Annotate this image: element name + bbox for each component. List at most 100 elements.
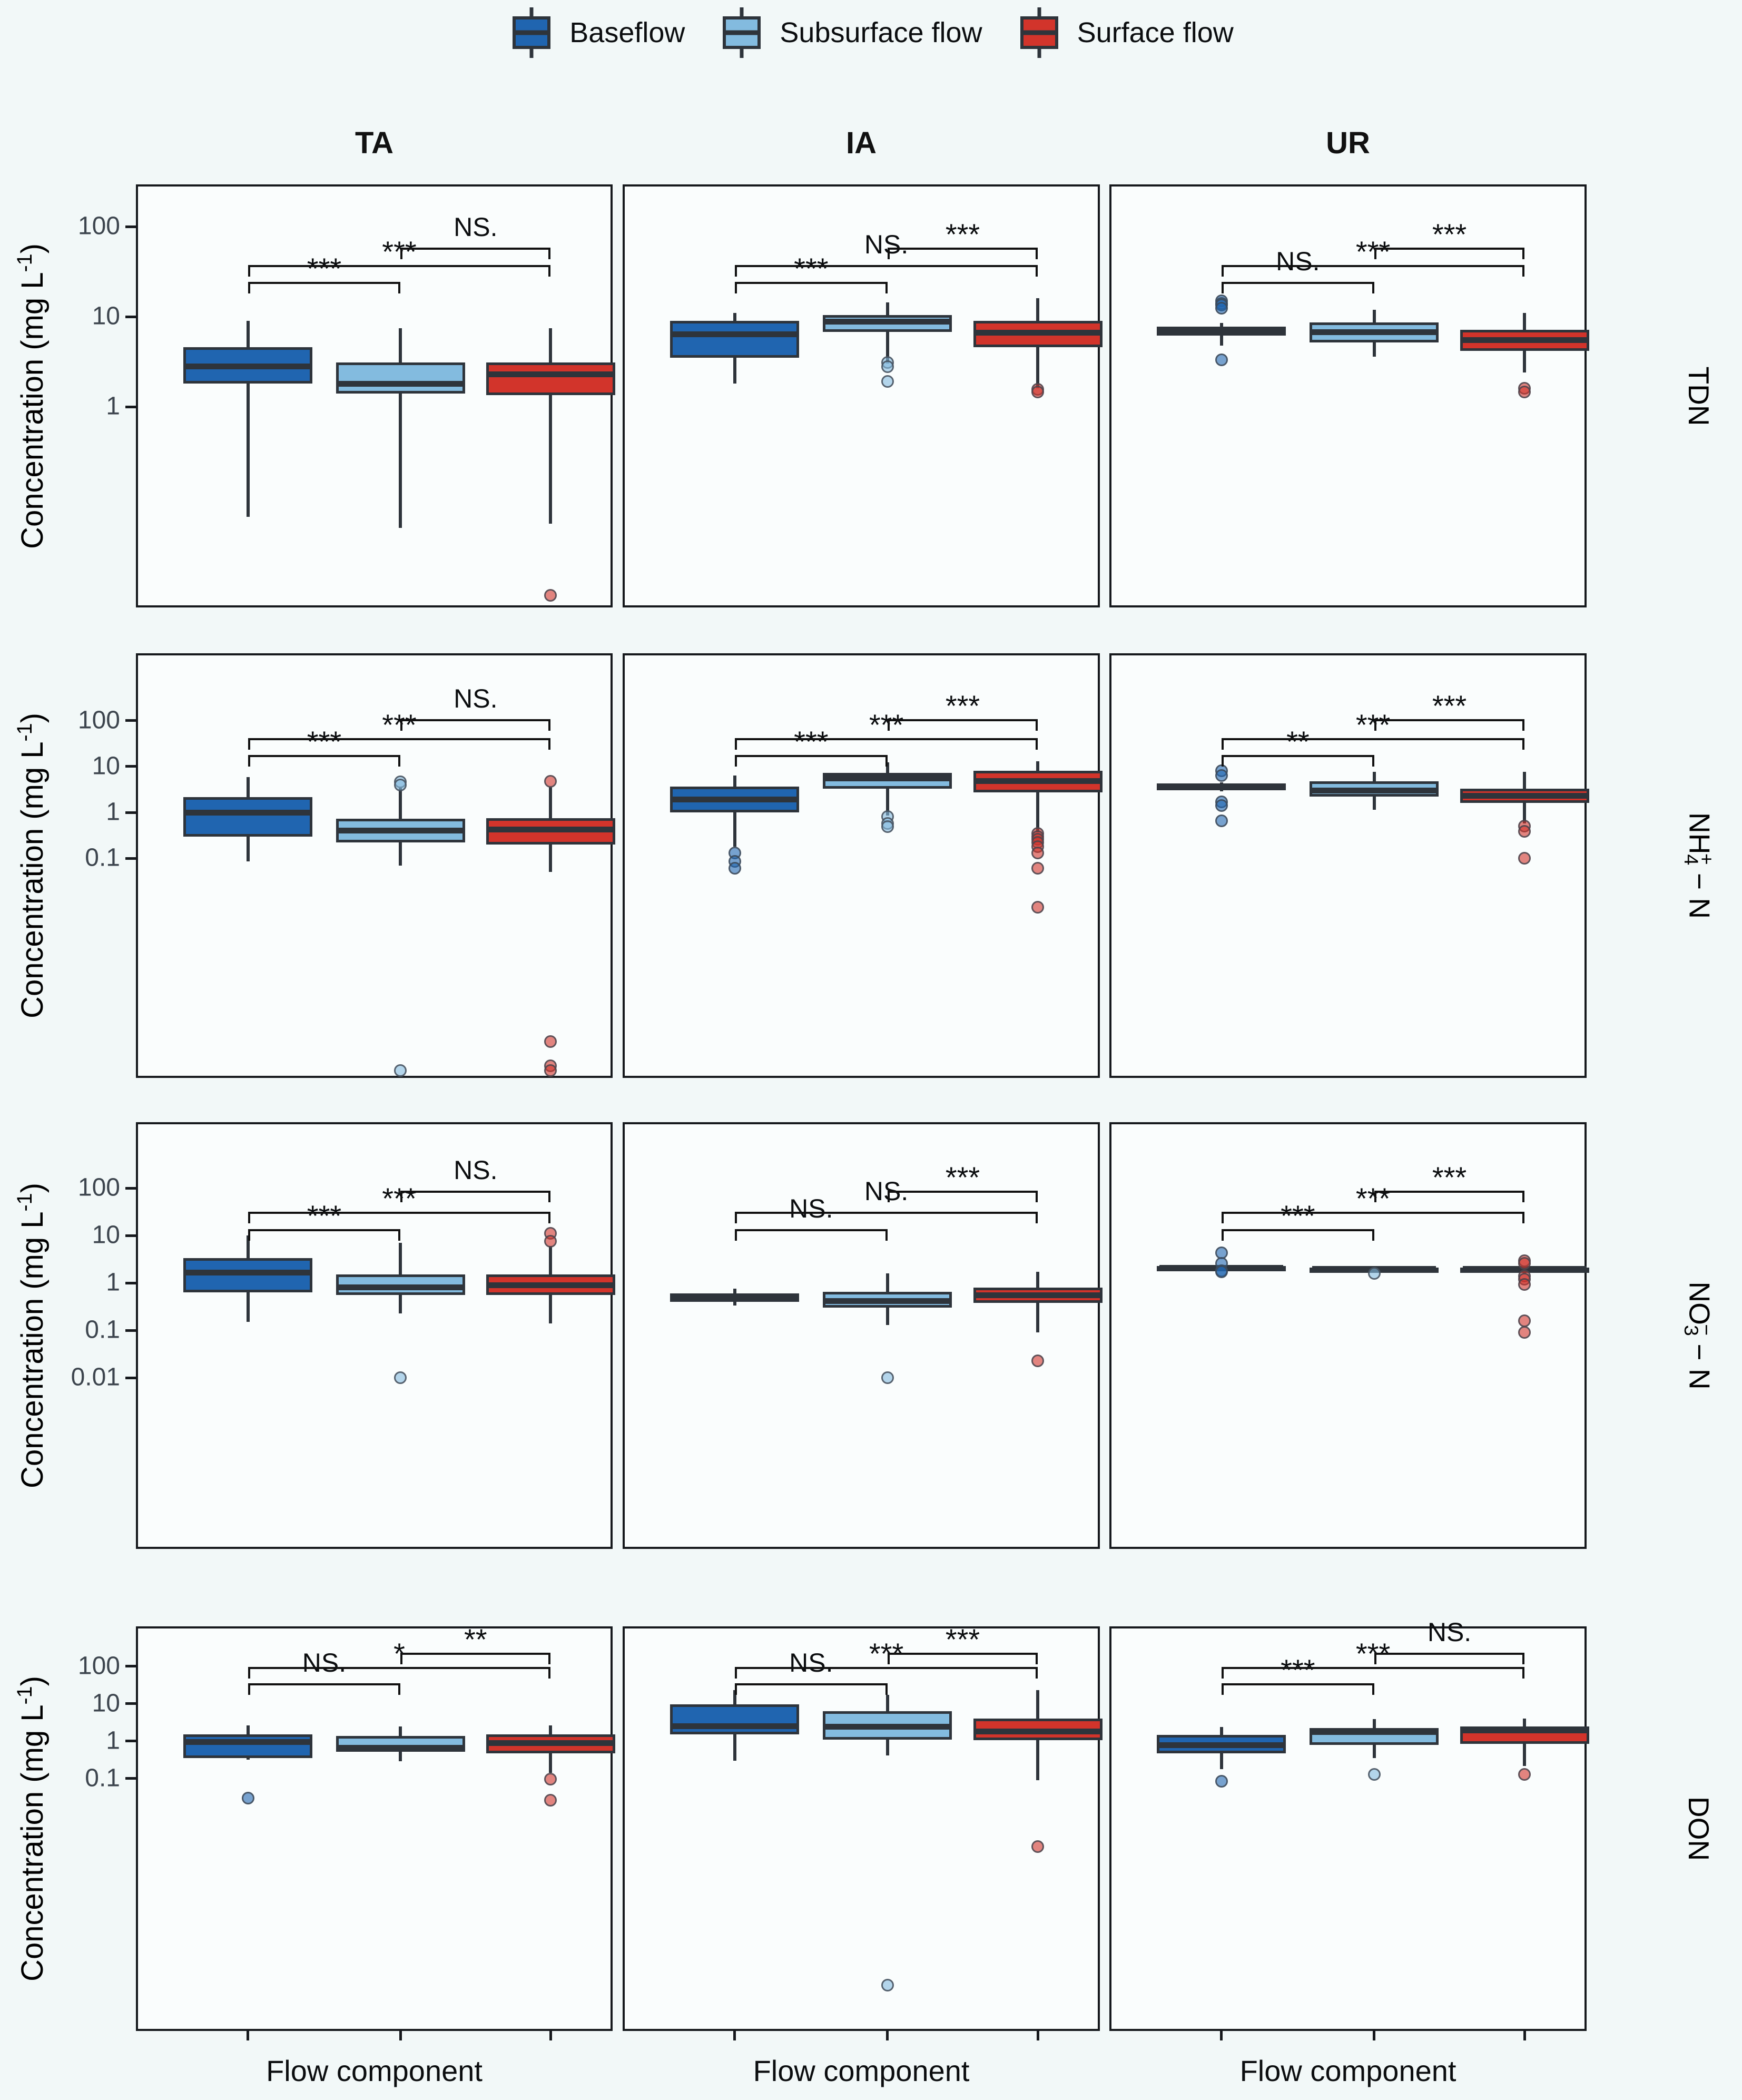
median-line-Surface flow — [976, 330, 1100, 336]
column-title-TA: TA — [355, 126, 393, 160]
sig-bracket-end — [1221, 1666, 1224, 1679]
box-Subsurface flow — [336, 362, 465, 394]
sig-bracket — [248, 1229, 401, 1231]
x-tick-mark — [1220, 2031, 1223, 2040]
column-title-UR: UR — [1326, 126, 1370, 160]
sig-bracket-end — [734, 1683, 737, 1695]
x-axis-label: Flow component — [266, 2054, 483, 2087]
sig-bracket-end — [1221, 1212, 1224, 1224]
panel-NO3--N-UR — [1109, 1122, 1587, 1549]
y-tick-mark — [125, 1186, 136, 1190]
sig-bracket-end — [1036, 719, 1038, 731]
outlier-dot-Baseflow — [1215, 769, 1228, 782]
sig-bracket — [248, 1666, 551, 1669]
sig-label: NS. — [454, 1155, 498, 1185]
median-line-Subsurface flow — [825, 1724, 950, 1730]
outlier-dot-Baseflow — [1215, 301, 1228, 315]
key-median — [513, 30, 551, 35]
median-line-Subsurface flow — [1312, 788, 1436, 793]
outlier-dot-Surface flow — [544, 1064, 557, 1077]
whisker-Surface flow — [1036, 761, 1040, 832]
sig-bracket — [734, 1666, 1038, 1669]
sig-bracket — [1221, 1212, 1525, 1214]
y-tick-mark — [125, 1376, 136, 1379]
outlier-dot-Surface flow — [544, 774, 557, 788]
sig-label: *** — [382, 708, 417, 742]
sig-label: *** — [1281, 1653, 1315, 1686]
sig-label: NS. — [1427, 1617, 1472, 1647]
outlier-dot-Surface flow — [1031, 386, 1045, 399]
median-line-Surface flow — [1462, 1728, 1587, 1734]
x-tick-mark — [247, 2031, 250, 2040]
outlier-dot-Surface flow — [1031, 862, 1045, 875]
sig-bracket-end — [548, 1652, 551, 1664]
sig-bracket — [1374, 719, 1525, 721]
y-tick-label: 0.01 — [71, 1363, 120, 1391]
sig-bracket-end — [548, 248, 551, 260]
sig-bracket — [734, 264, 1038, 267]
outlier-dot-Baseflow — [728, 862, 741, 875]
median-line-Subsurface flow — [338, 380, 462, 387]
sig-label: *** — [794, 251, 829, 285]
y-tick-label: 1 — [106, 1726, 120, 1755]
y-tick-label: 1 — [106, 392, 120, 420]
y-tick-mark — [125, 1329, 136, 1332]
median-line-Surface flow — [488, 827, 613, 833]
sig-bracket-end — [1036, 1190, 1038, 1202]
panel-NH4+-N-IA — [623, 653, 1100, 1078]
outlier-dot-Subsurface flow — [1367, 1768, 1381, 1781]
sig-bracket-end — [885, 281, 888, 293]
median-line-Surface flow — [488, 1740, 613, 1746]
sig-bracket-end — [885, 1229, 888, 1241]
sig-bracket — [1374, 1652, 1525, 1655]
sig-bracket — [1221, 755, 1374, 758]
outlier-dot-Surface flow — [1518, 1768, 1531, 1781]
x-tick-mark — [549, 2031, 552, 2040]
box-Baseflow — [670, 1704, 800, 1734]
sig-label: ** — [1286, 725, 1310, 759]
sig-bracket-end — [1372, 281, 1374, 293]
sig-bracket-end — [887, 1190, 890, 1202]
sig-bracket-end — [1374, 719, 1376, 731]
outlier-dot-Baseflow — [241, 1792, 254, 1804]
sig-bracket-end — [248, 1683, 250, 1695]
outlier-dot-Subsurface flow — [881, 375, 894, 388]
sig-bracket-end — [1522, 1190, 1525, 1202]
sig-bracket-end — [734, 281, 737, 293]
sig-bracket-end — [248, 755, 250, 767]
legend-label: Baseflow — [569, 17, 685, 48]
outlier-dot-Subsurface flow — [881, 820, 894, 833]
y-tick-label: 10 — [92, 1689, 120, 1718]
y-tick-mark — [125, 1665, 136, 1668]
boxplot-key-icon — [508, 7, 555, 58]
sig-bracket-end — [887, 719, 890, 731]
sig-label: *** — [1432, 689, 1467, 722]
median-line-Subsurface flow — [338, 1745, 462, 1751]
sig-label: *** — [382, 234, 417, 268]
y-tick-label: 0.1 — [85, 843, 120, 872]
sig-bracket-end — [1522, 1212, 1525, 1224]
panel-NH4+-N-TA — [136, 653, 613, 1078]
whisker-Baseflow — [246, 320, 250, 517]
y-tick-mark — [125, 1777, 136, 1780]
sig-label: *** — [869, 708, 904, 742]
sig-label: ** — [464, 1622, 487, 1656]
x-axis-label: Flow component — [753, 2054, 970, 2087]
sig-bracket — [734, 281, 888, 284]
sig-bracket-end — [1522, 738, 1525, 750]
outlier-dot-Surface flow — [1518, 1314, 1531, 1327]
sig-bracket-end — [1036, 1652, 1038, 1664]
median-line-Subsurface flow — [1312, 1729, 1436, 1735]
sig-bracket-end — [548, 264, 551, 277]
sig-bracket — [1374, 1190, 1525, 1193]
outlier-dot-Subsurface flow — [881, 360, 894, 373]
sig-bracket — [1221, 281, 1374, 284]
sig-bracket-end — [398, 1683, 401, 1695]
y-tick-label: 10 — [92, 302, 120, 330]
y-tick-mark — [125, 1234, 136, 1237]
sig-label: *** — [945, 1160, 980, 1194]
median-line-Subsurface flow — [825, 319, 950, 325]
sig-bracket-end — [248, 1666, 250, 1679]
median-line-Baseflow — [186, 364, 310, 370]
sig-bracket-end — [1221, 1683, 1224, 1695]
